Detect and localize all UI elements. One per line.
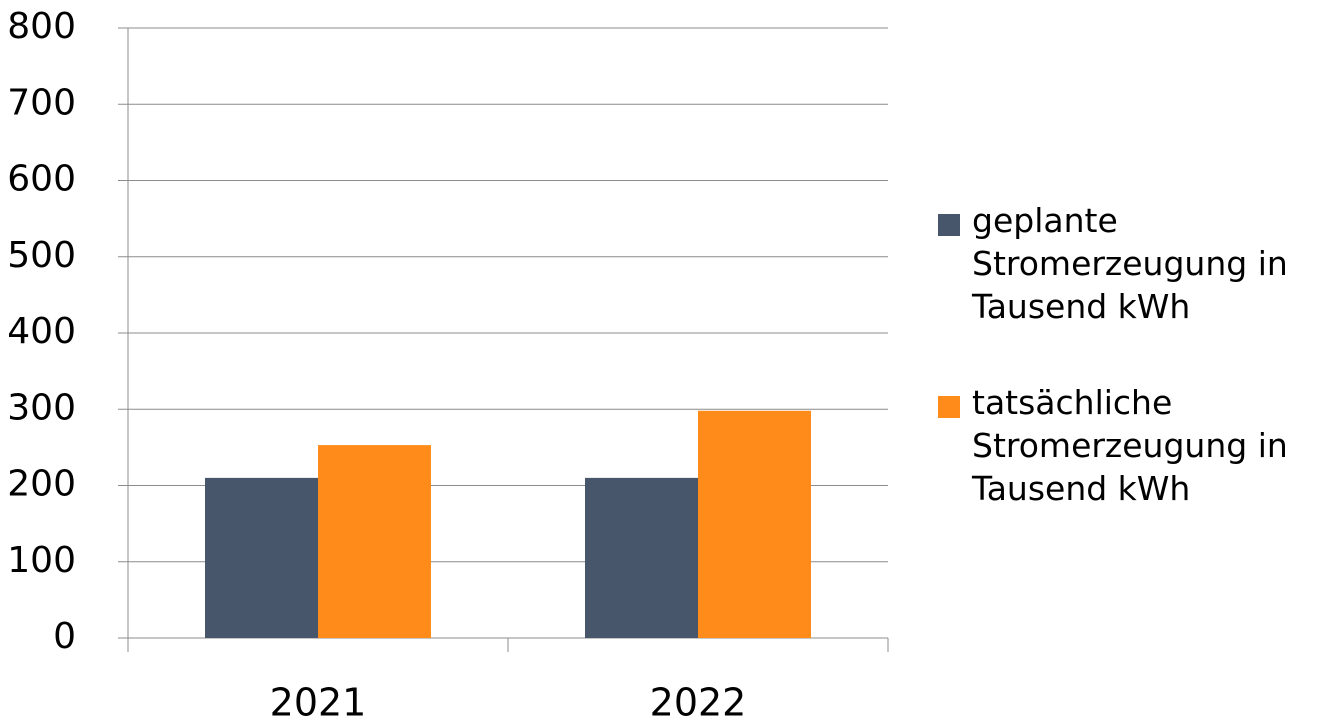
y-tick-label: 800 [7, 6, 76, 47]
legend-label: tatsächliche Stromerzeugung in Tausend k… [972, 382, 1298, 511]
x-tick-label: 2022 [650, 681, 747, 722]
y-tick-label: 200 [7, 464, 76, 505]
y-tick-label: 600 [7, 159, 76, 200]
legend-label: geplante Stromerzeugung in Tausend kWh [972, 200, 1298, 329]
y-tick-label: 300 [7, 387, 76, 428]
bar [205, 478, 318, 638]
legend-swatch [938, 396, 960, 418]
y-tick-label: 100 [7, 540, 76, 581]
legend-item: geplante Stromerzeugung in Tausend kWh [938, 200, 1298, 329]
x-tick-label: 2021 [270, 681, 367, 722]
chart: 0 100 200 300 400 500 600 700 800 2021 2022 [0, 0, 1318, 722]
y-tick-label: 0 [53, 616, 76, 657]
y-tick-label: 500 [7, 235, 76, 276]
y-tick-label: 700 [7, 82, 76, 123]
legend-item: tatsächliche Stromerzeugung in Tausend k… [938, 382, 1298, 511]
bar [585, 478, 698, 638]
bar [318, 445, 431, 638]
y-tick-label: 400 [7, 311, 76, 352]
bar [698, 411, 811, 638]
legend-swatch [938, 214, 960, 236]
page: 0 100 200 300 400 500 600 700 800 2021 2022 geplan… [0, 0, 1318, 722]
